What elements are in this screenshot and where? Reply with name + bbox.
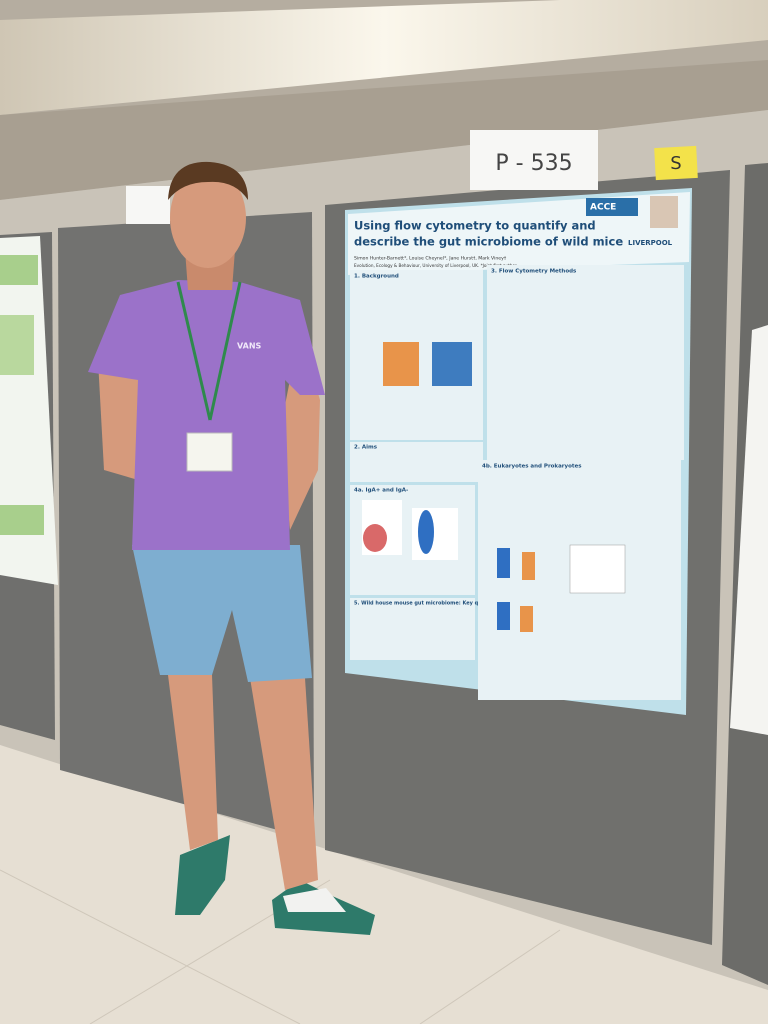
shoe-panel (283, 888, 346, 912)
side-poster-block (0, 315, 34, 375)
section-heading: 4b. Eukaryotes and Prokaryotes (482, 464, 582, 470)
section-heading: 1. Background (354, 274, 399, 280)
logo-text: LIVERPOOL (628, 239, 673, 247)
logo-text: ACCE (590, 203, 616, 213)
poster-figure (497, 548, 510, 578)
poster-affiliation: Evolution, Ecology & Behaviour, Universi… (354, 263, 517, 268)
hair (168, 161, 248, 200)
floor-tile-line (419, 929, 561, 1024)
logo (586, 198, 638, 216)
poster-figure (569, 544, 626, 594)
name-badge (186, 432, 233, 472)
shirt-logo: VANS (237, 342, 262, 351)
poster-figure (418, 510, 434, 554)
shorts (132, 545, 312, 682)
poster-panel (487, 265, 684, 460)
section-heading: 2. Aims (354, 445, 378, 451)
shoe (175, 835, 230, 915)
floor-tile-line (0, 869, 301, 1024)
lanyard (208, 281, 242, 421)
poster-panel (350, 598, 475, 660)
poster-figure (522, 552, 535, 580)
side-poster-block (0, 255, 38, 285)
sticky-note (654, 145, 698, 181)
side-poster-block (0, 505, 44, 535)
poster-figure (432, 342, 472, 386)
sign (470, 130, 598, 190)
poster-figure (497, 602, 510, 630)
sign (126, 186, 170, 224)
lanyard (176, 281, 212, 421)
section-heading: 4a. IgA+ and IgA- (354, 488, 408, 494)
poster-title: describe the gut microbiome of wild mice (354, 235, 623, 249)
poster-figure (363, 524, 387, 552)
author-photo (650, 196, 678, 228)
leg (250, 678, 318, 890)
poster-figure (520, 606, 533, 632)
poster-figure (383, 342, 419, 386)
ceiling-light (0, 0, 768, 115)
poster-title: Using flow cytometry to quantify and (354, 219, 596, 233)
head (170, 168, 246, 268)
section-heading: 5. Wild house mouse gut microbiome: Key … (354, 601, 502, 607)
side-poster (730, 325, 768, 735)
poster-panel (350, 442, 483, 482)
leg (168, 675, 218, 850)
sticky-note-text: S (670, 153, 681, 174)
board-number: P - 535 (495, 151, 572, 176)
poster-authors: Simon Hunter-Barnett*, Louise Cheynel*, … (354, 256, 507, 262)
section-heading: 3. Flow Cytometry Methods (491, 269, 577, 275)
t-shirt (88, 280, 325, 550)
